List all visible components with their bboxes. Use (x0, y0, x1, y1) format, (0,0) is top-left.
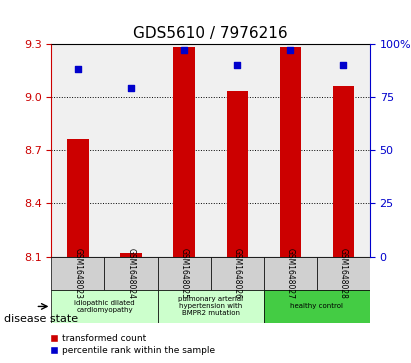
Text: GSM1648024: GSM1648024 (127, 248, 136, 299)
Text: healthy control: healthy control (290, 303, 343, 309)
Bar (67, 139, 88, 257)
FancyBboxPatch shape (51, 290, 157, 323)
FancyBboxPatch shape (210, 257, 264, 290)
Text: GSM1648025: GSM1648025 (180, 248, 189, 299)
Point (287, 47, 293, 53)
Bar (173, 47, 195, 257)
Point (234, 62, 240, 68)
Point (128, 85, 134, 91)
Text: GSM1648028: GSM1648028 (339, 248, 348, 299)
Text: GSM1648026: GSM1648026 (233, 248, 242, 299)
FancyBboxPatch shape (264, 257, 317, 290)
Text: idiopathic dilated
cardiomyopathy: idiopathic dilated cardiomyopathy (74, 300, 135, 313)
Bar (279, 47, 301, 257)
Legend: transformed count, percentile rank within the sample: transformed count, percentile rank withi… (46, 331, 219, 359)
Text: GSM1648023: GSM1648023 (74, 248, 83, 299)
Point (75, 66, 81, 72)
FancyBboxPatch shape (157, 290, 264, 323)
Point (181, 47, 187, 53)
FancyBboxPatch shape (157, 257, 210, 290)
Bar (120, 253, 142, 257)
FancyBboxPatch shape (51, 257, 104, 290)
Text: GSM1648027: GSM1648027 (286, 248, 295, 299)
Point (340, 62, 346, 68)
Title: GDS5610 / 7976216: GDS5610 / 7976216 (133, 26, 288, 41)
Text: disease state: disease state (4, 314, 78, 325)
FancyBboxPatch shape (104, 257, 157, 290)
Bar (226, 91, 248, 257)
Text: pulmonary arterial
hypertension with
BMPR2 mutation: pulmonary arterial hypertension with BMP… (178, 297, 243, 317)
FancyBboxPatch shape (317, 257, 370, 290)
FancyBboxPatch shape (264, 290, 370, 323)
Bar (333, 86, 354, 257)
